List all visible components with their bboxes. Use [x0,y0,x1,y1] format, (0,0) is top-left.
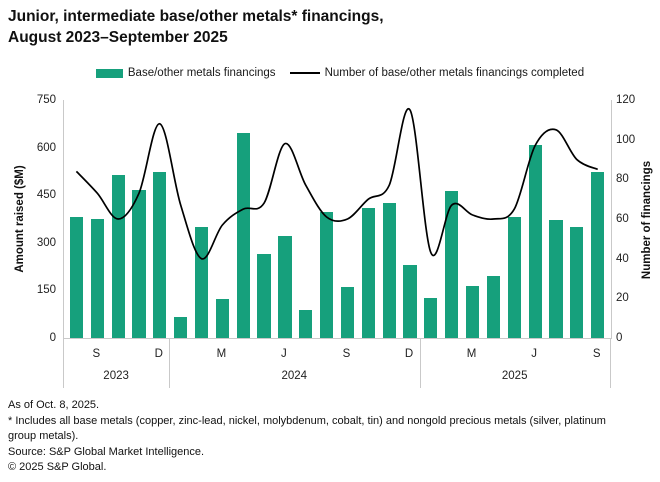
bar-series-swatch [95,68,123,78]
right-tick-40: 40 [616,252,629,265]
year-separator-3 [610,339,611,388]
bar-sep-2024 [340,286,355,338]
as-of-note: As of Oct. 8, 2025. [8,399,100,411]
bar-jun-2024 [278,236,292,338]
year-label-2023: 2023 [103,370,129,382]
bar-feb-2025 [445,190,459,338]
bar-nov-2024 [382,202,396,338]
bar-nov-2023 [132,190,146,338]
right-tick-60: 60 [616,213,629,225]
bar-may-2025 [507,217,521,338]
right-tick-80: 80 [616,173,629,186]
year-separator-1 [169,339,171,388]
line-series-label: Number of base/other metals financings c… [324,67,585,79]
footnotes: As of Oct. 8, 2025. * Includes all base … [8,398,633,476]
bar-oct-2024 [361,208,375,338]
asterisk-note: * Includes all base metals (copper, zinc… [8,414,606,443]
bar-mar-2025 [465,285,480,338]
month-label-mar-2025: M [466,348,477,360]
chart-title: Junior, intermediate base/other metals* … [8,6,384,48]
legend-item-line: Number of base/other metals financings c… [289,67,585,79]
left-tick-300: 300 [36,236,56,249]
left-tick-0: 0 [49,332,56,344]
financings-count-line [75,107,599,260]
copyright-note: © 2025 S&P Global. [8,461,107,473]
bar-aug-2025 [570,226,584,338]
right-tick-0: 0 [616,332,623,344]
left-tick-150: 150 [36,284,56,297]
bar-series-label: Base/other metals financings [127,67,276,79]
bar-may-2024 [257,254,271,338]
right-tick-120: 120 [616,94,636,106]
year-label-2024: 2024 [281,370,308,382]
left-tick-750: 750 [36,94,56,106]
bar-apr-2025 [486,276,501,338]
left-tick-450: 450 [36,189,56,202]
month-label-dec-2024: D [404,348,414,360]
month-label-sep-2024: S [342,348,351,360]
bar-jun-2025 [528,145,542,338]
bar-aug-2024 [320,212,334,338]
legend-item-bars: Base/other metals financings [95,67,276,79]
month-label-sep-2025: S [592,348,601,360]
bar-dec-2024 [403,264,417,338]
line-series-swatch [289,72,320,74]
legend: Base/other metals financings Number of b… [10,67,660,79]
plot-area [63,100,612,339]
month-label-mar-2024: M [216,348,227,360]
left-tick-600: 600 [36,141,56,154]
bar-sep-2023 [90,219,104,338]
month-label-jun-2024: J [281,348,287,360]
bar-aug-2023 [69,216,84,338]
month-label-sep-2023: S [92,348,101,360]
bar-apr-2024 [236,133,250,338]
bar-dec-2023 [153,172,167,338]
year-label-2025: 2025 [501,370,528,382]
bar-jan-2024 [174,317,188,338]
year-separator-2 [419,339,421,388]
left-axis-title: Amount raised ($M) [14,165,26,273]
chart-title-line1: Junior, intermediate base/other metals* … [8,8,384,25]
source-note: Source: S&P Global Market Intelligence. [8,445,205,458]
year-separator-0 [63,339,64,388]
bar-sep-2025 [591,171,605,338]
bar-jul-2024 [299,310,313,338]
bar-oct-2023 [111,174,125,338]
right-tick-100: 100 [616,133,636,146]
bar-mar-2024 [215,298,229,338]
bar-jul-2025 [549,220,563,338]
month-label-dec-2023: D [154,348,163,360]
month-label-jun-2025: J [531,348,537,360]
bar-jan-2025 [424,298,438,338]
chart-title-line2: August 2023–September 2025 [8,29,228,46]
right-tick-20: 20 [616,292,629,305]
